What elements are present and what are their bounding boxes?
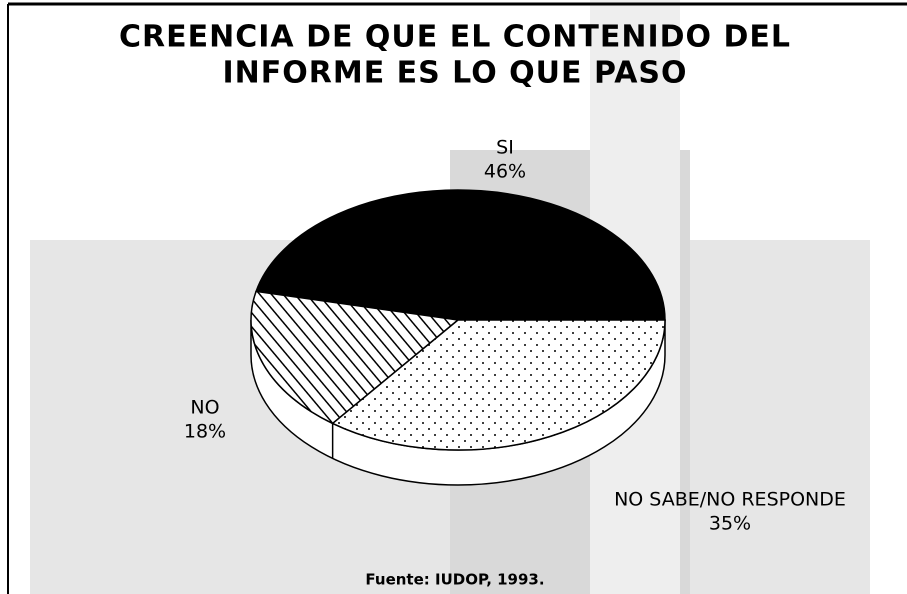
source: Fuente: IUDOP, 1993. <box>365 571 544 589</box>
slice-label: SI <box>496 137 514 159</box>
pie-slice <box>250 290 460 425</box>
chart-title: CREENCIA DE QUE EL CONTENIDO DEL <box>119 20 791 55</box>
slice-value: 46% <box>484 161 526 183</box>
slice-value: 18% <box>184 421 226 443</box>
chart-title: INFORME ES LO QUE PASO <box>222 56 687 91</box>
slice-label: NO <box>190 397 219 419</box>
slice-value: 35% <box>709 513 751 535</box>
pie-slice <box>331 319 666 451</box>
slice-label: NO SABE/NO RESPONDE <box>614 489 846 511</box>
pie-slice <box>255 189 666 321</box>
